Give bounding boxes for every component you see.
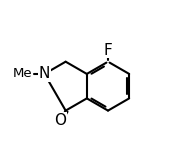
- Text: Me: Me: [12, 67, 32, 80]
- Text: O: O: [54, 113, 66, 128]
- Text: F: F: [104, 43, 112, 58]
- Text: N: N: [39, 66, 50, 81]
